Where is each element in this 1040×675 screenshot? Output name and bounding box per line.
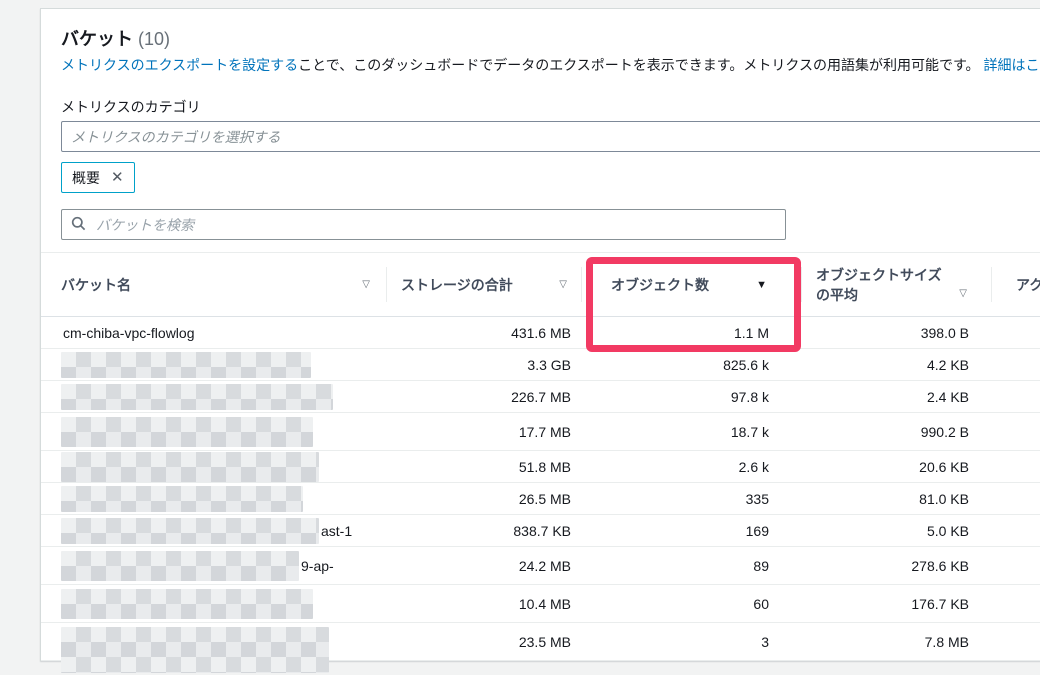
column-header-avg-object-size[interactable]: オブジェクトサイズの平均 ▽ bbox=[801, 253, 991, 316]
category-filter-input[interactable] bbox=[61, 121, 1040, 152]
column-header-clipped[interactable]: アク bbox=[991, 253, 1040, 316]
column-label: ストレージの合計 bbox=[401, 276, 513, 293]
object-count-cell: 2.6 k bbox=[738, 458, 769, 475]
avg-object-size-cell: 398.0 B bbox=[920, 324, 969, 341]
bucket-name-cell bbox=[41, 485, 386, 512]
category-filter-label: メトリクスのカテゴリ bbox=[61, 99, 201, 115]
table-row: 23.5 MB 3 7.8 MB bbox=[41, 623, 1040, 673]
storage-total-cell: 10.4 MB bbox=[518, 595, 571, 612]
tag-close-icon[interactable]: ✕ bbox=[111, 169, 124, 186]
bucket-name-cell bbox=[41, 351, 386, 378]
buckets-panel: バケット (10) メトリクスのエクスポートを設定することで、このダッシュボード… bbox=[40, 8, 1040, 673]
storage-total-cell: 17.7 MB bbox=[518, 423, 571, 440]
object-count-cell: 1.1 M bbox=[733, 324, 769, 341]
panel-header-section: バケット (10) メトリクスのエクスポートを設定することで、このダッシュボード… bbox=[41, 9, 1040, 240]
redacted-bucket-name bbox=[61, 550, 299, 581]
redacted-bucket-name bbox=[61, 588, 313, 619]
redacted-bucket-name bbox=[61, 351, 311, 378]
object-count-cell: 97.8 k bbox=[730, 388, 769, 405]
avg-object-size-cell: 278.6 KB bbox=[911, 557, 969, 574]
avg-object-size-cell: 990.2 B bbox=[920, 423, 969, 440]
page-title-text: バケット bbox=[61, 29, 133, 49]
storage-total-cell: 431.6 MB bbox=[511, 324, 571, 341]
table-row: 226.7 MB 97.8 k 2.4 KB bbox=[41, 381, 1040, 413]
bucket-name-cell: 9-ap- bbox=[41, 550, 386, 581]
table-header-row: バケット名 ▽ ストレージの合計 ▽ オブジェクト数 ▼ オブジェクトサイズの平… bbox=[41, 253, 1040, 317]
column-label: アク bbox=[1016, 276, 1040, 293]
storage-total-cell: 24.2 MB bbox=[518, 557, 571, 574]
storage-total-cell: 838.7 KB bbox=[513, 522, 571, 539]
avg-object-size-cell: 4.2 KB bbox=[926, 356, 969, 373]
table-row: 9-ap- 24.2 MB 89 278.6 KB bbox=[41, 547, 1040, 585]
table-row: 17.7 MB 18.7 k 990.2 B bbox=[41, 413, 1040, 451]
avg-object-size-cell: 2.4 KB bbox=[926, 388, 969, 405]
storage-total-cell: 3.3 GB bbox=[527, 356, 571, 373]
search-icon bbox=[71, 216, 86, 234]
storage-total-cell: 51.8 MB bbox=[518, 458, 571, 475]
object-count-cell: 60 bbox=[753, 595, 769, 612]
column-header-object-count[interactable]: オブジェクト数 ▼ bbox=[581, 253, 801, 316]
selected-category-tag: 概要 ✕ bbox=[61, 162, 135, 193]
table-row: cm-chiba-vpc-flowlog 431.6 MB 1.1 M 398.… bbox=[41, 317, 1040, 349]
object-count-cell: 18.7 k bbox=[730, 423, 769, 440]
avg-object-size-cell: 7.8 MB bbox=[924, 633, 969, 650]
column-header-storage-total[interactable]: ストレージの合計 ▽ bbox=[386, 253, 581, 316]
column-label: バケット名 bbox=[61, 276, 131, 293]
bucket-name-cell bbox=[41, 416, 386, 447]
bucket-name-cell bbox=[41, 451, 386, 482]
storage-total-cell: 226.7 MB bbox=[511, 388, 571, 405]
sort-icon: ▽ bbox=[959, 288, 967, 299]
table-row: 10.4 MB 60 176.7 KB bbox=[41, 585, 1040, 623]
bucket-name-cell bbox=[41, 619, 386, 673]
sort-icon: ▽ bbox=[362, 279, 370, 290]
object-count-cell: 3 bbox=[761, 633, 769, 650]
bucket-name-cell: ast-1 bbox=[41, 517, 386, 544]
table-row: 26.5 MB 335 81.0 KB bbox=[41, 483, 1040, 515]
column-label: オブジェクト数 bbox=[611, 276, 709, 293]
configure-metrics-export-link[interactable]: メトリクスのエクスポートを設定する bbox=[61, 57, 299, 73]
column-header-bucket-name[interactable]: バケット名 ▽ bbox=[41, 253, 386, 316]
panel-description: メトリクスのエクスポートを設定することで、このダッシュボードでデータのエクスポー… bbox=[61, 55, 1040, 77]
object-count-cell: 89 bbox=[753, 557, 769, 574]
redacted-bucket-name bbox=[61, 485, 303, 512]
table-row: 3.3 GB 825.6 k 4.2 KB bbox=[41, 349, 1040, 381]
bucket-search-box bbox=[61, 209, 786, 240]
page-title: バケット (10) bbox=[61, 27, 1040, 51]
details-link[interactable]: 詳細はこちら bbox=[983, 57, 1040, 73]
redacted-bucket-name bbox=[61, 416, 313, 447]
object-count-cell: 335 bbox=[745, 490, 769, 507]
bucket-name: ast-1 bbox=[321, 522, 353, 539]
bucket-name-cell bbox=[41, 588, 386, 619]
tag-label: 概要 bbox=[72, 169, 100, 186]
sort-icon: ▽ bbox=[559, 279, 567, 290]
buckets-table: バケット名 ▽ ストレージの合計 ▽ オブジェクト数 ▼ オブジェクトサイズの平… bbox=[41, 252, 1040, 673]
storage-total-cell: 26.5 MB bbox=[518, 490, 571, 507]
avg-object-size-cell: 5.0 KB bbox=[926, 522, 969, 539]
redacted-bucket-name bbox=[61, 383, 333, 410]
column-label: オブジェクトサイズの平均 bbox=[816, 266, 942, 303]
table-row: ast-1 838.7 KB 169 5.0 KB bbox=[41, 515, 1040, 547]
sort-descending-icon: ▼ bbox=[756, 278, 767, 291]
redacted-bucket-name bbox=[61, 517, 319, 544]
table-body: cm-chiba-vpc-flowlog 431.6 MB 1.1 M 398.… bbox=[41, 317, 1040, 673]
bucket-name-cell bbox=[41, 383, 386, 410]
bucket-name: cm-chiba-vpc-flowlog bbox=[63, 324, 195, 341]
redacted-bucket-name bbox=[61, 626, 329, 673]
description-text: ことで、このダッシュボードでデータのエクスポートを表示できます。メトリクスの用語… bbox=[298, 57, 980, 73]
redacted-bucket-name bbox=[61, 451, 319, 482]
storage-total-cell: 23.5 MB bbox=[518, 633, 571, 650]
bucket-count: (10) bbox=[138, 29, 171, 49]
bucket-name-cell: cm-chiba-vpc-flowlog bbox=[41, 325, 386, 341]
bucket-name: 9-ap- bbox=[301, 557, 334, 574]
table-row: 51.8 MB 2.6 k 20.6 KB bbox=[41, 451, 1040, 483]
avg-object-size-cell: 81.0 KB bbox=[919, 490, 969, 507]
object-count-cell: 825.6 k bbox=[723, 356, 769, 373]
bucket-search-input[interactable] bbox=[94, 215, 776, 234]
avg-object-size-cell: 20.6 KB bbox=[919, 458, 969, 475]
avg-object-size-cell: 176.7 KB bbox=[911, 595, 969, 612]
object-count-cell: 169 bbox=[745, 522, 769, 539]
